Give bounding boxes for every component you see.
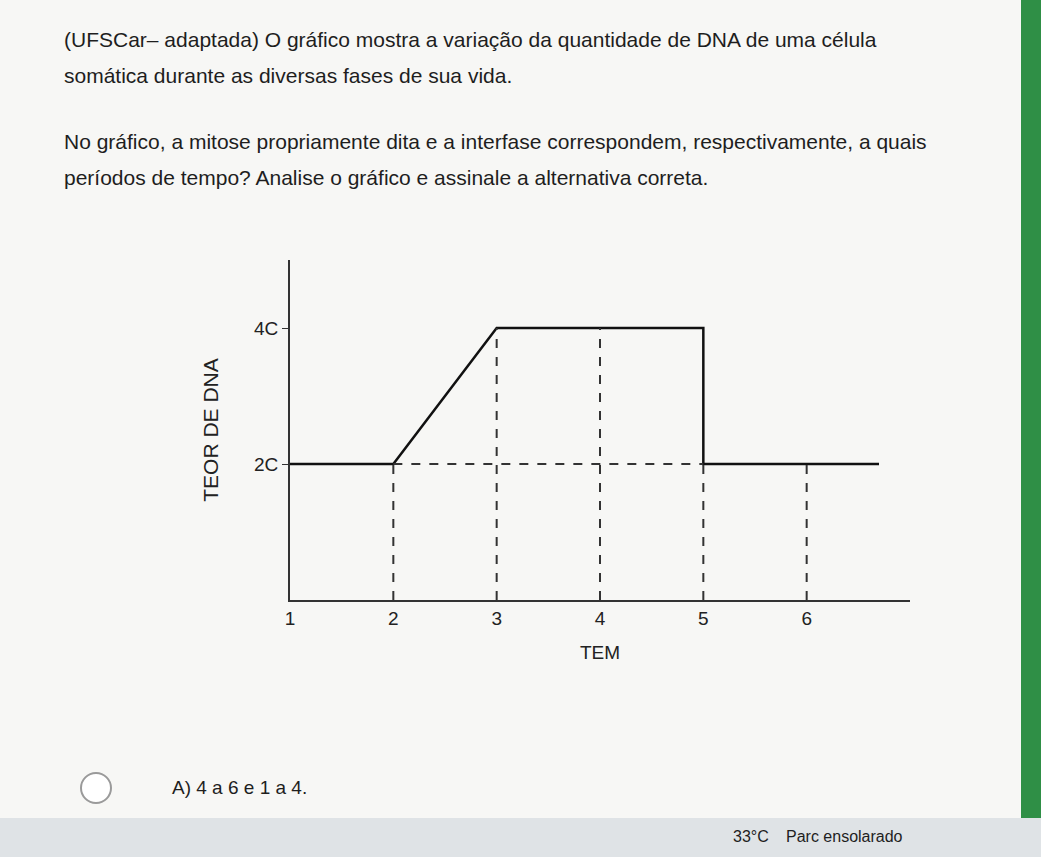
svg-text:TEOR DE DNA: TEOR DE DNA bbox=[199, 358, 222, 502]
svg-text:1: 1 bbox=[285, 608, 296, 629]
html-text:No gráfico, a mitose propriame: No gráfico, a mitose propriamente dita e… bbox=[64, 130, 927, 153]
html-text:somática durante as diversas f: somática durante as diversas fases de su… bbox=[64, 64, 513, 87]
svg-text:4: 4 bbox=[595, 608, 606, 629]
svg-text:4C: 4C bbox=[254, 318, 278, 339]
svg-text:5: 5 bbox=[698, 608, 709, 629]
html-text:(UFSCar– adaptada) O gráfico m: (UFSCar– adaptada) O gráfico mostra a va… bbox=[64, 28, 877, 51]
html-text:Parc ensolarado: Parc ensolarado bbox=[786, 828, 903, 845]
svg-text:2C: 2C bbox=[254, 454, 278, 475]
svg-text:2: 2 bbox=[388, 608, 399, 629]
html-text:33°C: 33°C bbox=[733, 828, 769, 845]
svg-text:6: 6 bbox=[801, 608, 812, 629]
svg-text:3: 3 bbox=[491, 608, 502, 629]
html-text:períodos de tempo? Analise o g: períodos de tempo? Analise o gráfico e a… bbox=[64, 166, 709, 189]
html-text:A) 4 a 6 e 1 a 4.: A) 4 a 6 e 1 a 4. bbox=[172, 777, 308, 798]
svg-text:TEM: TEM bbox=[580, 642, 620, 663]
